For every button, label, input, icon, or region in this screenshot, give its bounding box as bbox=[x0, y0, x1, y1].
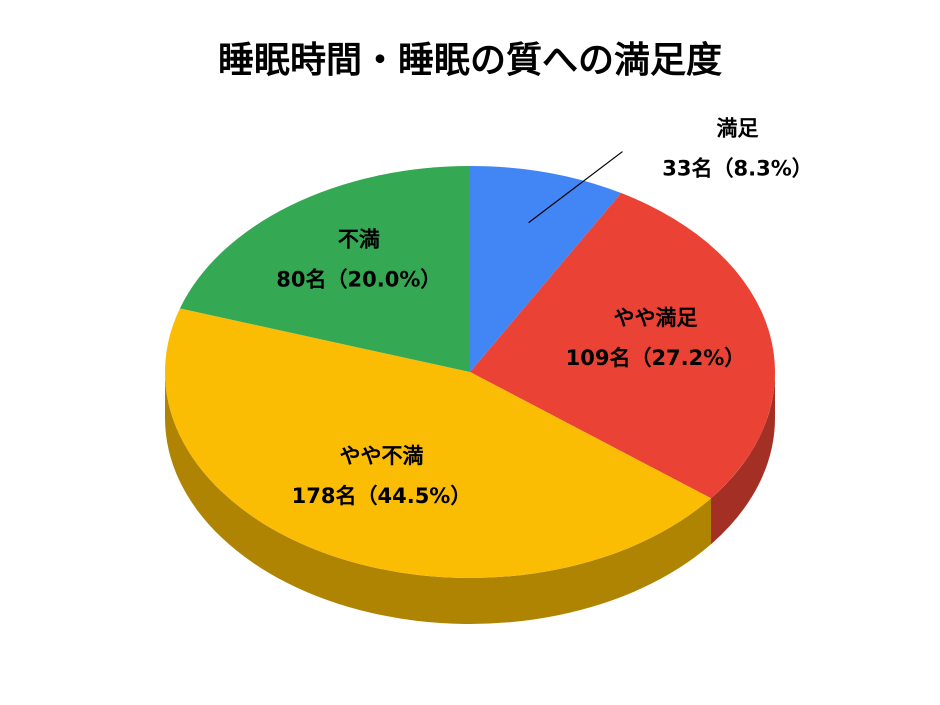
slice-side bbox=[165, 372, 711, 624]
slice bbox=[179, 166, 470, 372]
slice-side bbox=[710, 372, 775, 545]
category-label: 満足 bbox=[717, 117, 759, 141]
chart-title: 睡眠時間・睡眠の質への満足度 bbox=[218, 40, 722, 81]
value-label: 33名（8.3%） bbox=[662, 157, 812, 181]
value-label: 80名（20.0%） bbox=[276, 268, 441, 292]
value-label: 109名（27.2%） bbox=[566, 346, 746, 370]
value-label: 178名（44.5%） bbox=[292, 484, 472, 508]
category-label: やや不満 bbox=[340, 444, 424, 468]
leader-line bbox=[528, 151, 623, 224]
slice bbox=[470, 166, 622, 372]
category-label: 不満 bbox=[338, 228, 380, 252]
category-label: やや満足 bbox=[613, 306, 697, 330]
slice bbox=[164, 308, 711, 579]
slice bbox=[470, 193, 775, 499]
